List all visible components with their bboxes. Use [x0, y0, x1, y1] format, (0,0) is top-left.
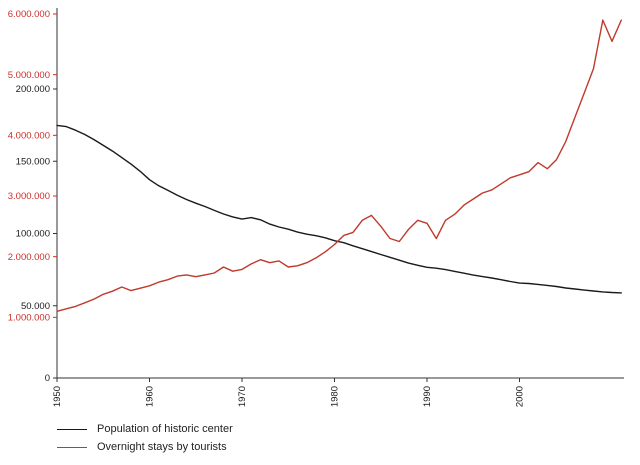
- y-axis-label-population: 150.000: [16, 156, 50, 167]
- legend-item-tourists: Overnight stays by tourists: [57, 442, 233, 453]
- legend-label-tourists: Overnight stays by tourists: [97, 441, 227, 453]
- y-axis-label-population: 200.000: [16, 84, 50, 95]
- y-axis-label-tourists: 3.000.000: [8, 191, 50, 202]
- tourists-line-swatch: [57, 447, 87, 448]
- population-line: [56, 124, 622, 294]
- legend-label-population: Population of historic center: [97, 423, 233, 435]
- y-axis-label-tourists: 4.000.000: [8, 131, 50, 142]
- x-axis-label: 1960: [145, 386, 156, 407]
- x-axis-label: 1950: [52, 386, 63, 407]
- y-axis-label-tourists: 6.000.000: [8, 9, 50, 20]
- y-axis-label-population: 100.000: [16, 229, 50, 240]
- tourists-line: [56, 19, 622, 312]
- chart-legend: Population of historic center Overnight …: [57, 424, 233, 453]
- x-axis-label: 1990: [422, 386, 433, 407]
- y-axis-label-population: 0: [45, 373, 50, 384]
- y-axis-label-tourists: 1.000.000: [8, 313, 50, 324]
- population-line-swatch: [57, 429, 87, 430]
- x-axis-label: 1970: [237, 386, 248, 407]
- y-axis-label-tourists: 2.000.000: [8, 252, 50, 263]
- line-chart: 0 50.000 100.000 150.000 200.000 1.000.000 2.0…: [8, 8, 624, 407]
- y-axis-label-population: 50.000: [21, 301, 50, 312]
- x-axis-label: 1980: [330, 386, 341, 407]
- y-axis-label-tourists: 5.000.000: [8, 70, 50, 81]
- legend-item-population: Population of historic center: [57, 424, 233, 435]
- x-axis-label: 2000: [515, 386, 526, 407]
